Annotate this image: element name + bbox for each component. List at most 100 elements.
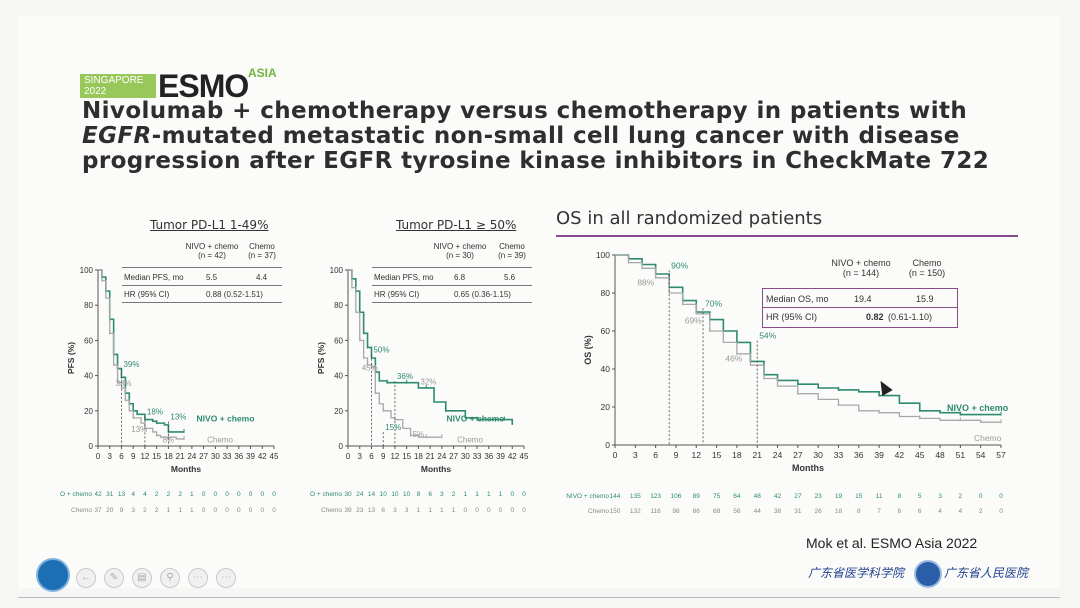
at-risk-count: 1	[499, 491, 503, 498]
nivo-series-label: NIVO + chemo	[197, 413, 255, 423]
landmark-label: 46%	[725, 353, 742, 363]
at-risk-count: 14	[368, 491, 376, 498]
at-risk-count: 4	[938, 508, 942, 515]
median-nivo: 19.4	[854, 294, 872, 304]
at-risk-count: 75	[713, 493, 721, 500]
y-tick-label: 60	[601, 326, 611, 336]
median-chemo: 5.6	[504, 273, 516, 282]
hr-value: 0.65 (0.36-1.15)	[454, 290, 511, 299]
at-risk-count: 0	[202, 491, 206, 498]
x-tick-label: 21	[752, 450, 762, 460]
at-risk-count: 2	[178, 491, 182, 498]
y-axis-label: OS (%)	[583, 335, 593, 365]
x-tick-label: 54	[976, 450, 986, 460]
x-tick-label: 6	[653, 450, 658, 460]
y-tick-label: 20	[601, 402, 611, 412]
at-risk-count: 106	[671, 493, 682, 500]
at-risk-count: 10	[380, 491, 388, 498]
at-risk-count: 31	[794, 508, 802, 515]
x-tick-label: 9	[381, 452, 386, 461]
at-risk-count: 8	[417, 491, 421, 498]
chemo-curve	[615, 254, 1001, 423]
at-risk-count: 8	[898, 493, 902, 500]
landmark-label: 90%	[671, 260, 688, 270]
prev-icon[interactable]: ←	[76, 568, 96, 588]
at-risk-count: 1	[475, 491, 479, 498]
os-title-rule	[556, 235, 1018, 237]
x-tick-label: 9	[674, 450, 679, 460]
x-tick-label: 42	[258, 452, 267, 461]
x-tick-label: 21	[176, 452, 185, 461]
x-tick-label: 24	[773, 450, 783, 460]
at-risk-count: 27	[794, 493, 802, 500]
table-col-chemo: Chemo (n = 37)	[248, 242, 276, 260]
x-tick-label: 3	[358, 452, 363, 461]
left-hr-table: NIVO + chemo (n = 42) Chemo (n = 37) Med…	[122, 242, 282, 304]
at-risk-count: 38	[774, 508, 782, 515]
at-risk-count: 30	[344, 491, 352, 498]
at-risk-count: 0	[522, 491, 526, 498]
x-tick-label: 24	[437, 452, 446, 461]
options-icon[interactable]: ⋯	[188, 568, 208, 588]
at-risk-count: 42	[94, 491, 102, 498]
x-axis-label: Months	[792, 463, 824, 473]
left-panel-title: Tumor PD-L1 1-49%	[150, 218, 269, 232]
x-tick-label: 27	[449, 452, 458, 461]
at-risk-count: 1	[440, 507, 444, 514]
at-risk-row-label: Chemo	[321, 507, 342, 514]
slides-icon[interactable]: ▤	[132, 568, 152, 588]
hospital-logo	[36, 558, 70, 592]
title-part-2: -mutated metastatic non-small cell lung …	[82, 123, 990, 174]
x-tick-label: 33	[473, 452, 482, 461]
median-label: Median PFS, mo	[374, 273, 434, 282]
at-risk-count: 26	[815, 508, 823, 515]
landmark-label: 70%	[705, 298, 722, 308]
title-italic-egfr: EGFR	[82, 123, 152, 149]
mid-panel-title: Tumor PD-L1 ≥ 50%	[396, 218, 517, 232]
at-risk-count: 42	[774, 493, 782, 500]
hr-value: 0.82	[866, 312, 884, 322]
at-risk-row-label: Chemo	[71, 507, 92, 514]
at-risk-count: 1	[417, 507, 421, 514]
at-risk-count: 1	[452, 507, 456, 514]
at-risk-count: 11	[876, 493, 883, 500]
x-tick-label: 15	[152, 452, 161, 461]
x-tick-label: 18	[164, 452, 173, 461]
institution-hospital: 广东省人民医院	[944, 566, 1029, 580]
y-tick-label: 100	[80, 266, 94, 275]
more-icon[interactable]: ⋯	[216, 568, 236, 588]
landmark-label: 5%	[413, 430, 425, 439]
at-risk-count: 20	[106, 507, 114, 514]
x-tick-label: 3	[633, 450, 638, 460]
at-risk-count: 135	[630, 493, 641, 500]
zoom-icon[interactable]: ⚲	[160, 568, 180, 588]
at-risk-count: 10	[391, 491, 399, 498]
at-risk-count: 56	[733, 508, 741, 515]
at-risk-count: 5	[918, 493, 922, 500]
at-risk-row-label: NIVO + chemo	[60, 491, 92, 498]
at-risk-count: 3	[440, 491, 444, 498]
at-risk-count: 150	[610, 508, 621, 515]
landmark-label: 39%	[123, 360, 139, 369]
at-risk-count: 0	[475, 507, 479, 514]
at-risk-count: 86	[693, 508, 701, 515]
nivo-chemo-curve	[98, 269, 185, 433]
x-tick-label: 0	[96, 452, 101, 461]
at-risk-count: 15	[855, 493, 863, 500]
landmark-label: 54%	[759, 331, 776, 341]
at-risk-count: 2	[167, 491, 171, 498]
pen-icon[interactable]: ✎	[104, 568, 124, 588]
at-risk-count: 0	[225, 491, 229, 498]
at-risk-count: 89	[693, 493, 701, 500]
at-risk-count: 1	[190, 491, 194, 498]
landmark-label: 32%	[420, 377, 436, 386]
bottom-rule	[18, 597, 1060, 598]
x-tick-label: 45	[520, 452, 529, 461]
x-tick-label: 36	[234, 452, 243, 461]
at-risk-count: 24	[356, 491, 364, 498]
chemo-curve	[348, 269, 442, 438]
median-nivo: 6.8	[454, 273, 466, 282]
at-risk-count: 6	[428, 491, 432, 498]
institution-academy: 广东省医学科学院	[808, 566, 905, 580]
